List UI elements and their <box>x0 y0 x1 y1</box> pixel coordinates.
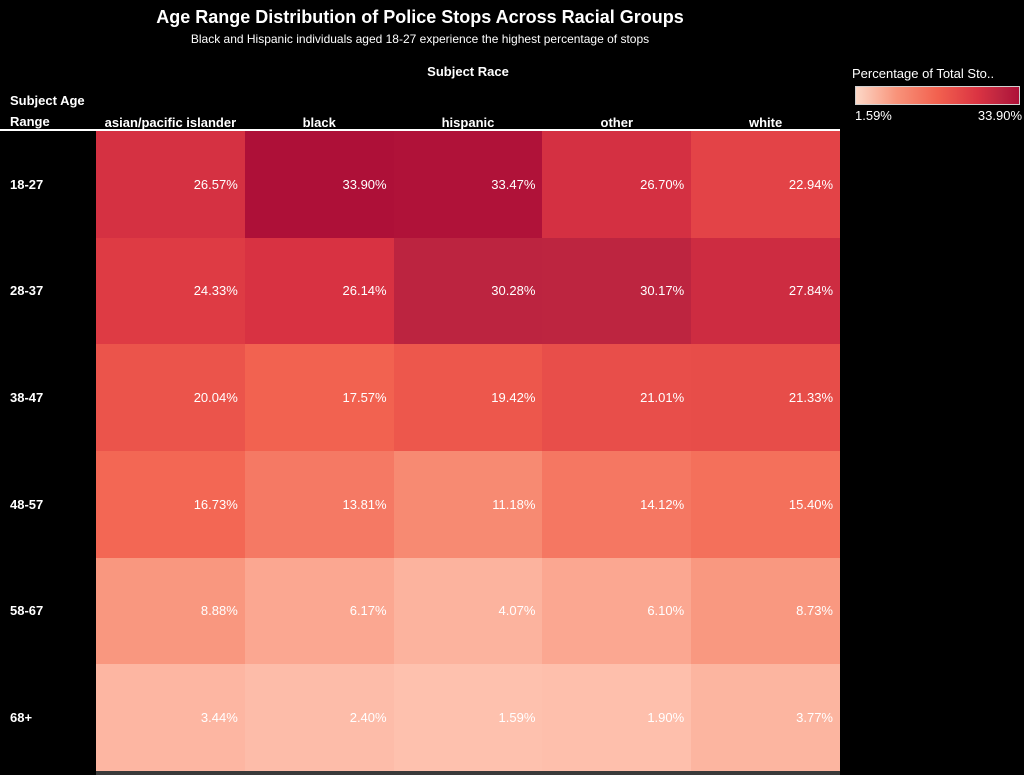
heatmap-cell[interactable]: 26.14% <box>244 237 394 345</box>
heatmap-cell[interactable]: 4.07% <box>393 557 543 665</box>
column-header-other[interactable]: other <box>600 115 634 130</box>
row-label-38-47[interactable]: 38-47 <box>10 390 44 406</box>
heatmap-grid: 26.57% 33.90% 33.47% 26.70% 22.94% 24.33% 26.1… <box>96 131 840 771</box>
heatmap-cell[interactable]: 30.17% <box>542 237 692 345</box>
heatmap-cell[interactable]: 14.12% <box>542 450 692 558</box>
row-labels: 18-27 28-37 38-47 48-57 58-67 68+ <box>0 131 96 771</box>
legend-title: Percentage of Total Sto.. <box>852 66 995 81</box>
heatmap-cell[interactable]: 8.88% <box>96 557 245 665</box>
legend-labels: 1.59% 33.90% <box>855 108 1022 123</box>
legend-max-label: 33.90% <box>977 108 1022 123</box>
heatmap-cell[interactable]: 13.81% <box>244 450 394 558</box>
heatmap-cell[interactable]: 30.28% <box>393 237 543 345</box>
heatmap-cell[interactable]: 6.17% <box>244 557 394 665</box>
heatmap-cell[interactable]: 22.94% <box>691 131 840 238</box>
heatmap-cell[interactable]: 17.57% <box>244 344 394 451</box>
column-axis-title: Subject Race <box>427 64 509 79</box>
heatmap-cell[interactable]: 2.40% <box>244 664 394 771</box>
heatmap-cell[interactable]: 16.73% <box>96 450 245 558</box>
heatmap-cell[interactable]: 11.18% <box>393 450 543 558</box>
heatmap-cell[interactable]: 1.59% <box>393 664 543 771</box>
heatmap-cell[interactable]: 26.57% <box>96 131 245 238</box>
chart-title: Age Range Distribution of Police Stops A… <box>156 7 684 27</box>
column-headers: asian/pacific islander black hispanic other… <box>96 110 840 130</box>
column-header-black[interactable]: black <box>302 115 336 130</box>
column-header-hispanic[interactable]: hispanic <box>441 115 495 130</box>
header-divider <box>0 129 840 131</box>
legend-gradient-bar[interactable] <box>855 86 1020 105</box>
chart-bottom-edge <box>96 771 840 775</box>
heatmap-cell[interactable]: 27.84% <box>691 237 840 345</box>
row-label-48-57[interactable]: 48-57 <box>10 496 44 512</box>
legend-min-label: 1.59% <box>855 108 892 123</box>
heatmap-cell[interactable]: 3.44% <box>96 664 245 771</box>
heatmap-cell[interactable]: 21.33% <box>691 344 840 451</box>
heatmap-cell[interactable]: 1.90% <box>542 664 692 771</box>
color-legend: Percentage of Total Sto.. 1.59% 33.90% <box>852 66 1024 123</box>
row-label-68-[interactable]: 68+ <box>10 710 33 726</box>
heatmap-cell[interactable]: 33.90% <box>244 131 394 238</box>
heatmap-cell[interactable]: 19.42% <box>393 344 543 451</box>
row-axis-title-line1: Subject Age <box>10 93 85 108</box>
column-header-asian-pacific-islander[interactable]: asian/pacific islander <box>104 115 237 130</box>
row-label-58-67[interactable]: 58-67 <box>10 603 44 619</box>
heatmap-cell[interactable]: 15.40% <box>691 450 840 558</box>
row-label-28-37[interactable]: 28-37 <box>10 283 44 299</box>
heatmap-cell[interactable]: 21.01% <box>542 344 692 451</box>
row-label-18-27[interactable]: 18-27 <box>10 176 44 192</box>
chart-subtitle: Black and Hispanic individuals aged 18-2… <box>190 32 650 46</box>
row-axis-title: Subject Age Range <box>10 90 85 132</box>
heatmap-cell[interactable]: 33.47% <box>393 131 543 238</box>
heatmap-cell[interactable]: 24.33% <box>96 237 245 345</box>
heatmap-cell[interactable]: 8.73% <box>691 557 840 665</box>
column-header-white[interactable]: white <box>748 115 783 130</box>
heatmap-cell[interactable]: 3.77% <box>691 664 840 771</box>
heatmap-cell[interactable]: 26.70% <box>542 131 692 238</box>
heatmap-cell[interactable]: 20.04% <box>96 344 245 451</box>
heatmap-cell[interactable]: 6.10% <box>542 557 692 665</box>
row-axis-title-line2: Range <box>10 114 50 129</box>
